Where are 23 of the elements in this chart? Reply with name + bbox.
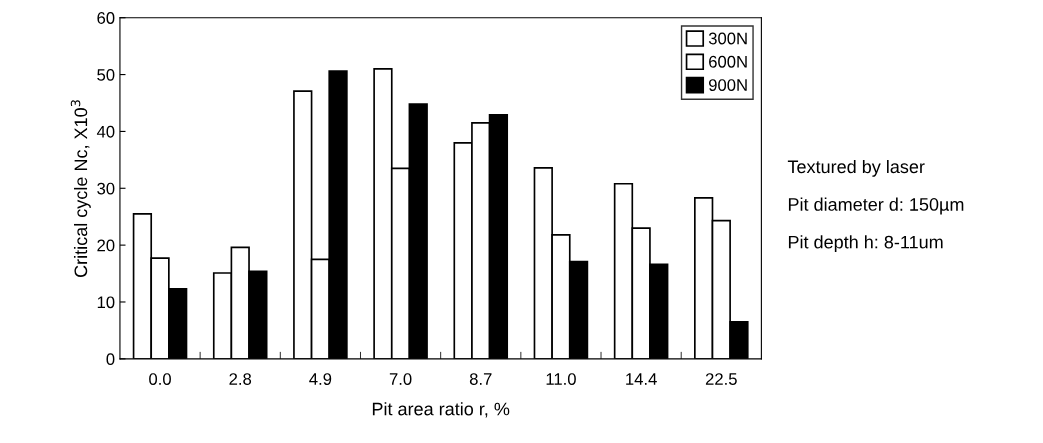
y-tick-label: 30	[97, 182, 115, 195]
x-tick-label: 14.4	[626, 373, 657, 385]
text: Pit diameter d: 150µm	[788, 197, 964, 215]
y-tick-label: 10	[97, 296, 115, 309]
y-tick-label: 40	[96, 125, 115, 138]
x-tick-label: 2.8	[229, 373, 252, 385]
legend-label: 300N	[708, 32, 747, 45]
x-tick-label: 0.0	[149, 373, 171, 385]
y-tick-label: 0	[106, 353, 115, 366]
x-tick-label: 11.0	[546, 373, 576, 385]
legend-label: 600N	[709, 55, 747, 68]
x-tick-label: 4.9	[309, 373, 332, 385]
legend-label: 900N	[709, 79, 747, 91]
x-tick-label: 8.7	[469, 373, 492, 385]
y-tick-label: 20	[97, 239, 115, 252]
text: Textured by laser	[787, 159, 925, 177]
text: Pit depth h: 8-11um	[788, 235, 943, 253]
x-tick-label: 7.0	[389, 373, 412, 385]
x-axis-title: Pit area ratio r, %	[372, 402, 510, 418]
y-axis-title: Critical cycle Nc, X10$^{3}$	[70, 100, 91, 277]
y-tick-label: 60	[97, 12, 115, 24]
y-tick-label: 50	[97, 68, 115, 81]
x-tick-label: 22.5	[705, 373, 737, 385]
